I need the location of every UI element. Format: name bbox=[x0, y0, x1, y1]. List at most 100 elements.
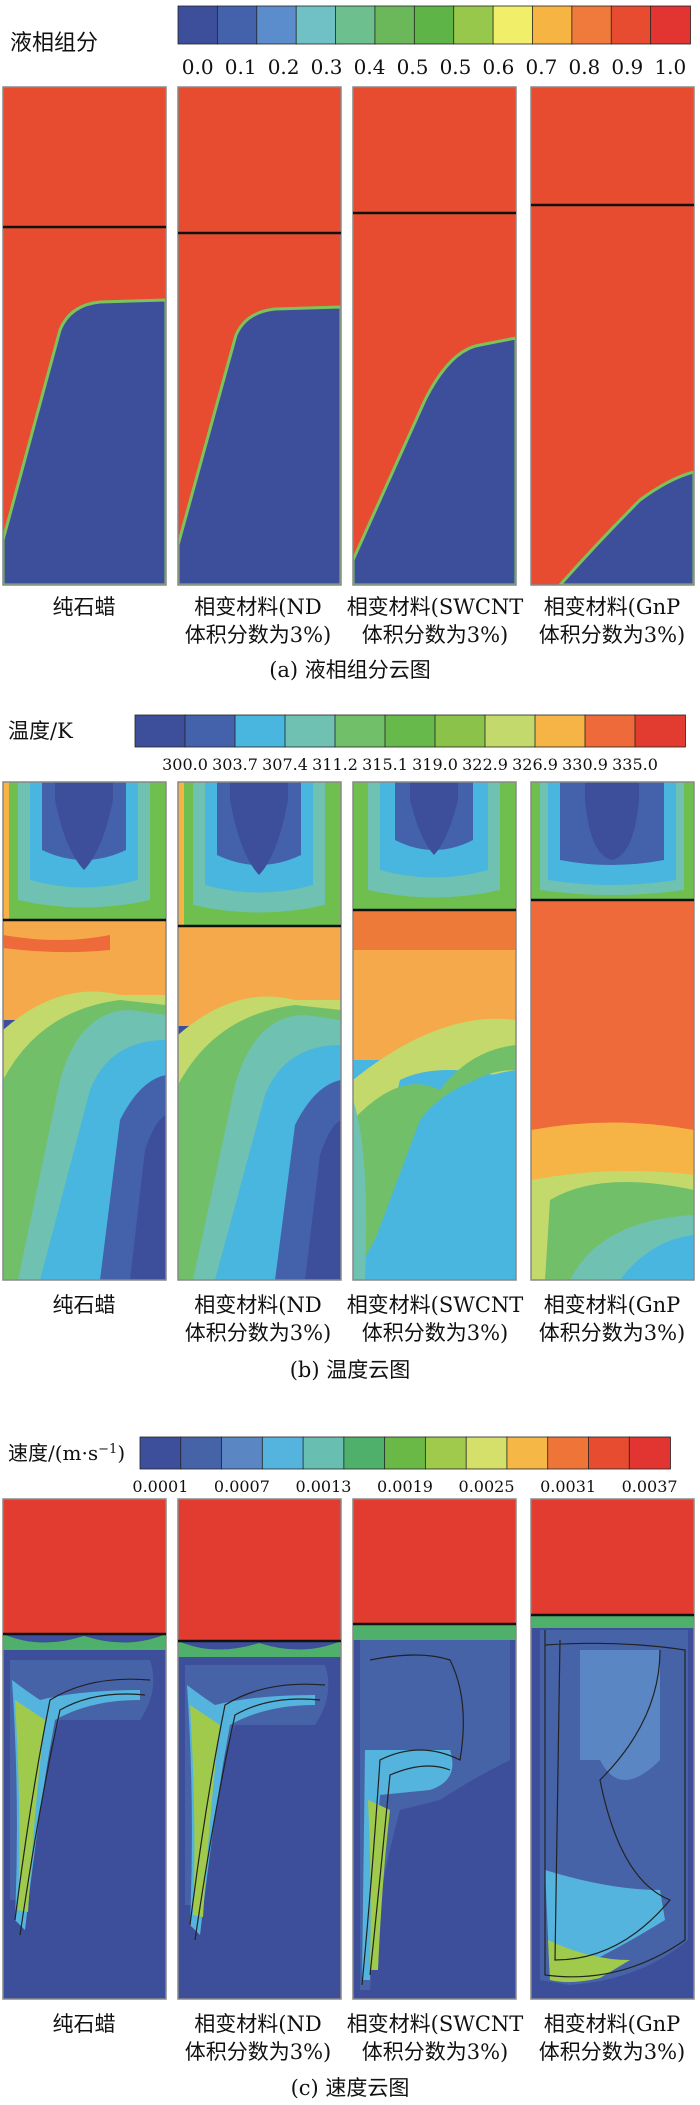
column-label: 相变材料(ND bbox=[194, 2012, 321, 2036]
colorbar-tick-label: 0.0 bbox=[182, 55, 214, 79]
streamlines bbox=[361, 1654, 464, 1986]
legend-title-c: 速度/(m·s−1) bbox=[8, 1441, 125, 1465]
colorbar-cell bbox=[628, 1436, 671, 1470]
colorbar-tick-label: 0.9 bbox=[611, 55, 643, 79]
top-fast-zone bbox=[3, 1499, 166, 1634]
flow-core bbox=[548, 1940, 630, 1983]
colorbar-cell bbox=[584, 714, 636, 748]
column-labels-a: 纯石蜡 相变材料(ND 体积分数为3%) 相变材料(SWCNT 体积分数为3%)… bbox=[53, 595, 686, 647]
colorbar-tick-label: 0.0031 bbox=[540, 1477, 596, 1496]
colorbar-tick-label: 300.0 bbox=[162, 755, 208, 774]
band bbox=[305, 1120, 341, 1280]
column-label: 相变材料(SWCNT bbox=[347, 2012, 524, 2036]
flow-band bbox=[580, 1650, 660, 1780]
colorbar-cell bbox=[588, 1436, 631, 1470]
colorbar-cell bbox=[256, 5, 298, 45]
colorbar-tick-label: 303.7 bbox=[212, 755, 258, 774]
colorbar-c-ticks: 0.0001 0.0007 0.0013 0.0019 0.0025 0.0031 0.00… bbox=[132, 1477, 677, 1496]
colorbar-tick-label: 0.0025 bbox=[459, 1477, 515, 1496]
contour-b-gnp bbox=[531, 782, 694, 1280]
band bbox=[130, 1115, 166, 1280]
colorbar-cell bbox=[384, 714, 436, 748]
contour-a-gnp bbox=[531, 87, 694, 585]
colorbar-tick-label: 0.2 bbox=[268, 55, 300, 79]
colorbar-c bbox=[139, 1436, 671, 1470]
top-plume bbox=[230, 782, 288, 875]
colorbar-tick-label: 326.9 bbox=[512, 755, 558, 774]
contour-c-nd bbox=[178, 1499, 341, 1999]
interface-band bbox=[353, 1624, 516, 1640]
colorbar-cell bbox=[234, 714, 286, 748]
column-labels-c: 纯石蜡 相变材料(ND 体积分数为3%) 相变材料(SWCNT 体积分数为3%)… bbox=[53, 2012, 686, 2064]
column-label: 纯石蜡 bbox=[53, 595, 116, 619]
panel-border bbox=[2, 781, 167, 1281]
colorbar-cell bbox=[534, 714, 586, 748]
column-label: 相变材料(GnP bbox=[544, 2012, 681, 2036]
colorbar-tick-label: 0.6 bbox=[483, 55, 515, 79]
legend-title-a: 液相组分 bbox=[10, 31, 98, 56]
column-label: 体积分数为3%) bbox=[185, 1321, 332, 1345]
caption-a: (a) 液相组分云图 bbox=[269, 658, 431, 682]
panel-border bbox=[352, 781, 517, 1281]
colorbar-cell bbox=[284, 714, 336, 748]
column-label: 体积分数为3%) bbox=[539, 1321, 686, 1345]
colorbar-tick-label: 335.0 bbox=[612, 755, 658, 774]
colorbar-cell bbox=[221, 1436, 264, 1470]
contour-b-nd bbox=[178, 782, 341, 1280]
column-label: 体积分数为3%) bbox=[362, 2040, 509, 2064]
column-label: 体积分数为3%) bbox=[539, 2040, 686, 2064]
band bbox=[360, 1070, 516, 1280]
panel-border bbox=[177, 781, 342, 1281]
colorbar-tick-label: 0.5 bbox=[440, 55, 472, 79]
colorbar-cell bbox=[180, 1436, 223, 1470]
colorbar-cell bbox=[216, 5, 258, 45]
panel-border bbox=[352, 1498, 517, 2000]
streamlines bbox=[544, 1630, 686, 1978]
panel-border bbox=[530, 86, 695, 586]
column-label: 相变材料(SWCNT bbox=[347, 1293, 524, 1317]
colorbar-b bbox=[134, 714, 686, 748]
contour-c-gnp bbox=[531, 1499, 694, 1999]
contour-a-nd bbox=[178, 87, 341, 585]
panel-border bbox=[352, 86, 517, 586]
panel-border bbox=[530, 1498, 695, 2000]
flow-band bbox=[187, 1685, 315, 1935]
flow-band bbox=[362, 1750, 453, 1980]
solid-region bbox=[353, 336, 516, 585]
panel-b: 温度/K 300.0 303.7 307.4 311.2 315.1 319.0 322.9… bbox=[2, 714, 695, 1382]
colorbar-tick-label: 0.5 bbox=[397, 55, 429, 79]
hot-band bbox=[353, 910, 516, 950]
contour-c-paraffin bbox=[3, 1499, 166, 1999]
colorbar-cell bbox=[634, 714, 686, 748]
wall-hot bbox=[178, 782, 184, 926]
column-label: 纯石蜡 bbox=[53, 2012, 116, 2036]
colorbar-tick-label: 0.0037 bbox=[622, 1477, 678, 1496]
column-label: 相变材料(ND bbox=[194, 1293, 321, 1317]
top-fast-zone bbox=[531, 1499, 694, 1615]
column-label: 相变材料(SWCNT bbox=[347, 595, 524, 619]
colorbar-cell bbox=[506, 1436, 549, 1470]
colorbar-cell bbox=[610, 5, 652, 45]
band bbox=[353, 1018, 516, 1280]
colorbar-cell bbox=[302, 1436, 345, 1470]
column-label: 相变材料(ND bbox=[194, 595, 321, 619]
top-fast-zone bbox=[353, 1499, 516, 1624]
column-labels-b: 纯石蜡 相变材料(ND 体积分数为3%) 相变材料(SWCNT 体积分数为3%)… bbox=[53, 1293, 686, 1345]
panel-c: 速度/(m·s−1) 0.0001 0.0007 0.0013 0.0019 0.002… bbox=[2, 1436, 695, 2100]
column-label: 相变材料(GnP bbox=[544, 595, 681, 619]
colorbar-cell bbox=[261, 1436, 304, 1470]
caption-b: (b) 温度云图 bbox=[290, 1358, 411, 1382]
band bbox=[353, 1100, 367, 1280]
colorbar-tick-label: 322.9 bbox=[462, 755, 508, 774]
colorbar-cell bbox=[424, 1436, 468, 1470]
colorbar-cell bbox=[184, 714, 236, 748]
column-label: 体积分数为3%) bbox=[185, 2040, 332, 2064]
colorbar-b-ticks: 300.0 303.7 307.4 311.2 315.1 319.0 322.9 326.9… bbox=[162, 755, 658, 774]
colorbar-a-ticks: 0.0 0.1 0.2 0.3 0.4 0.5 0.5 0.6 0.7 0.8 0.9 1.0 bbox=[182, 55, 686, 79]
colorbar-cell bbox=[571, 5, 613, 45]
streamlines bbox=[189, 1683, 326, 1941]
top-plume bbox=[585, 782, 639, 860]
colorbar-cell bbox=[384, 1436, 427, 1470]
colorbar-cell bbox=[374, 5, 416, 45]
